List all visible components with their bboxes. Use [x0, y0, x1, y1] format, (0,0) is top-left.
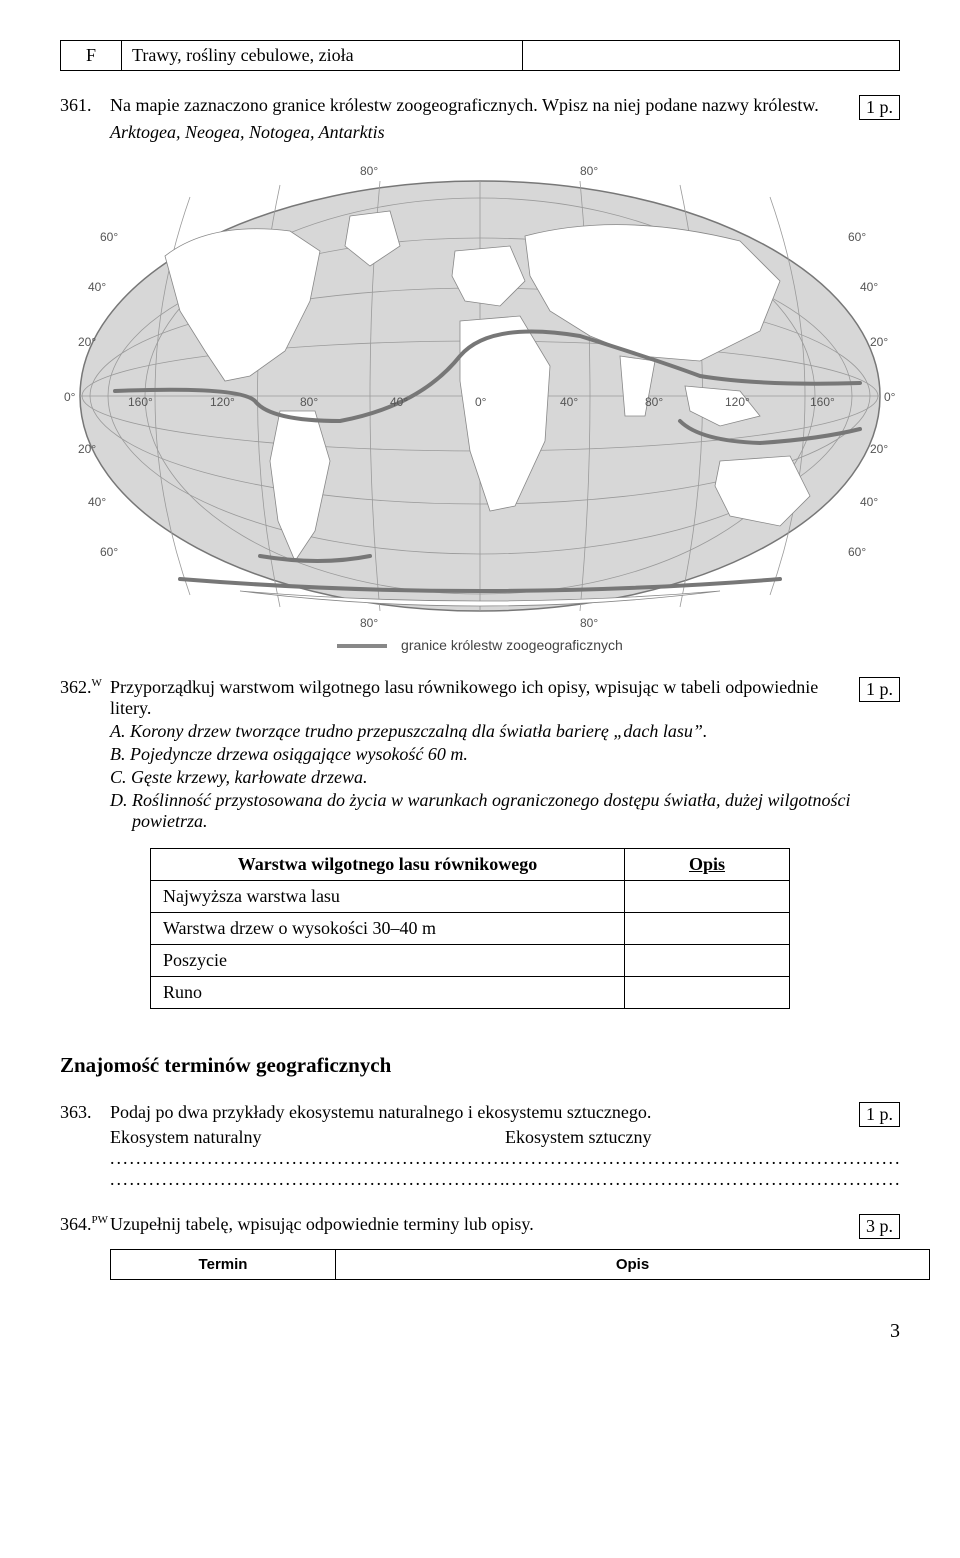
- svg-text:120°: 120°: [725, 395, 750, 409]
- world-map-figure: 80°80° 80°80° 0°0° 40°40° 60°60° 20°20° …: [60, 161, 900, 653]
- table-header: Opis: [336, 1250, 930, 1280]
- top-empty-cell: [523, 41, 900, 71]
- option-d: D. Roślinność przystosowana do życia w w…: [110, 790, 900, 832]
- table-header: Termin: [111, 1250, 336, 1280]
- table-row-label: Najwyższa warstwa lasu: [151, 881, 625, 913]
- svg-text:40°: 40°: [390, 395, 408, 409]
- svg-text:40°: 40°: [88, 280, 106, 294]
- terms-table: Termin Opis: [110, 1249, 930, 1280]
- svg-text:0°: 0°: [64, 390, 76, 404]
- question-number: 361.: [60, 95, 110, 116]
- svg-text:40°: 40°: [560, 395, 578, 409]
- points-badge: 1 p.: [859, 677, 900, 702]
- table-row-answer[interactable]: [625, 881, 790, 913]
- answer-line[interactable]: [110, 1169, 505, 1190]
- question-number: 363.: [60, 1102, 110, 1123]
- svg-text:20°: 20°: [870, 442, 888, 456]
- svg-text:120°: 120°: [210, 395, 235, 409]
- top-category-table: F Trawy, rośliny cebulowe, zioła: [60, 40, 900, 71]
- svg-text:60°: 60°: [848, 545, 866, 559]
- page-number: 3: [60, 1320, 900, 1343]
- option-c: C. Gęste krzewy, karłowate drzewa.: [110, 767, 900, 788]
- question-text: Na mapie zaznaczono granice królestw zoo…: [110, 95, 843, 116]
- svg-text:160°: 160°: [128, 395, 153, 409]
- points-badge: 1 p.: [859, 95, 900, 120]
- option-b: B. Pojedyncze drzewa osiągające wysokość…: [110, 744, 900, 765]
- svg-text:0°: 0°: [884, 390, 896, 404]
- answer-line[interactable]: [505, 1148, 900, 1169]
- top-letter-cell: F: [61, 41, 122, 71]
- map-legend: granice królestw zoogeograficznych: [60, 637, 900, 653]
- answer-line[interactable]: [110, 1148, 505, 1169]
- question-362: 362.W Przyporządkuj warstwom wilgotnego …: [60, 677, 900, 1009]
- question-363: 363. Podaj po dwa przykłady ekosystemu n…: [60, 1102, 900, 1190]
- column-right-header: Ekosystem sztuczny: [505, 1127, 900, 1148]
- svg-text:80°: 80°: [360, 164, 378, 178]
- svg-text:0°: 0°: [475, 395, 487, 409]
- question-364: 364.PW Uzupełnij tabelę, wpisując odpowi…: [60, 1214, 900, 1280]
- legend-text: granice królestw zoogeograficznych: [401, 637, 623, 653]
- svg-text:20°: 20°: [78, 442, 96, 456]
- svg-text:60°: 60°: [100, 230, 118, 244]
- svg-text:20°: 20°: [78, 335, 96, 349]
- section-header: Znajomość terminów geograficznych: [60, 1053, 900, 1078]
- points-badge: 1 p.: [859, 1102, 900, 1127]
- svg-text:20°: 20°: [870, 335, 888, 349]
- points-badge: 3 p.: [859, 1214, 900, 1239]
- legend-line-icon: [337, 644, 387, 648]
- table-row-label: Poszycie: [151, 945, 625, 977]
- svg-text:80°: 80°: [300, 395, 318, 409]
- svg-text:80°: 80°: [580, 164, 598, 178]
- table-header: Opis: [625, 849, 790, 881]
- table-row-label: Runo: [151, 977, 625, 1009]
- svg-text:40°: 40°: [860, 495, 878, 509]
- table-row-answer[interactable]: [625, 945, 790, 977]
- option-a: A. Korony drzew tworzące trudno przepusz…: [110, 721, 900, 742]
- top-label-cell: Trawy, rośliny cebulowe, zioła: [122, 41, 523, 71]
- answer-text: Arktogea, Neogea, Notogea, Antarktis: [110, 122, 900, 143]
- layers-table: Warstwa wilgotnego lasu równikowego Opis…: [150, 848, 790, 1009]
- svg-text:80°: 80°: [580, 616, 598, 630]
- table-header: Warstwa wilgotnego lasu równikowego: [151, 849, 625, 881]
- svg-text:160°: 160°: [810, 395, 835, 409]
- column-left-header: Ekosystem naturalny: [110, 1127, 505, 1148]
- svg-text:40°: 40°: [88, 495, 106, 509]
- question-number: 362.W: [60, 677, 110, 698]
- question-text: Podaj po dwa przykłady ekosystemu natura…: [110, 1102, 843, 1123]
- table-row-answer[interactable]: [625, 913, 790, 945]
- question-number: 364.PW: [60, 1214, 110, 1235]
- svg-text:60°: 60°: [100, 545, 118, 559]
- question-361: 361. Na mapie zaznaczono granice królest…: [60, 95, 900, 143]
- world-map-svg: 80°80° 80°80° 0°0° 40°40° 60°60° 20°20° …: [60, 161, 900, 631]
- question-text: Przyporządkuj warstwom wilgotnego lasu r…: [110, 677, 843, 719]
- answer-line[interactable]: [505, 1169, 900, 1190]
- svg-text:40°: 40°: [860, 280, 878, 294]
- question-text: Uzupełnij tabelę, wpisując odpowiednie t…: [110, 1214, 843, 1235]
- svg-text:80°: 80°: [360, 616, 378, 630]
- svg-text:80°: 80°: [645, 395, 663, 409]
- svg-text:60°: 60°: [848, 230, 866, 244]
- table-row-answer[interactable]: [625, 977, 790, 1009]
- table-row-label: Warstwa drzew o wysokości 30–40 m: [151, 913, 625, 945]
